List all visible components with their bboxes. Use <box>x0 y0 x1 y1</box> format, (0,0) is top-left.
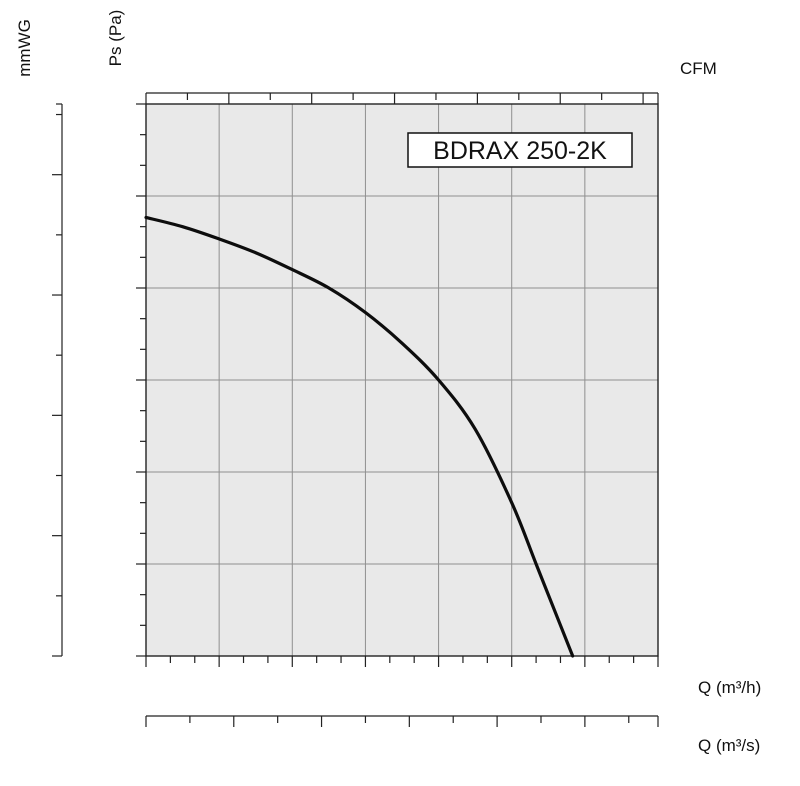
y-axis-label: Ps (Pa) <box>106 10 125 67</box>
left-axis-label: mmWG <box>15 19 34 77</box>
bottom2-axis-label: Q (m³/s) <box>698 736 760 755</box>
chart-title: BDRAX 250-2K <box>433 137 607 165</box>
x-axis-label: Q (m³/h) <box>698 678 761 697</box>
performance-curve <box>144 215 575 658</box>
chart-title-box <box>407 132 633 168</box>
top-axis-label: CFM <box>680 59 717 78</box>
